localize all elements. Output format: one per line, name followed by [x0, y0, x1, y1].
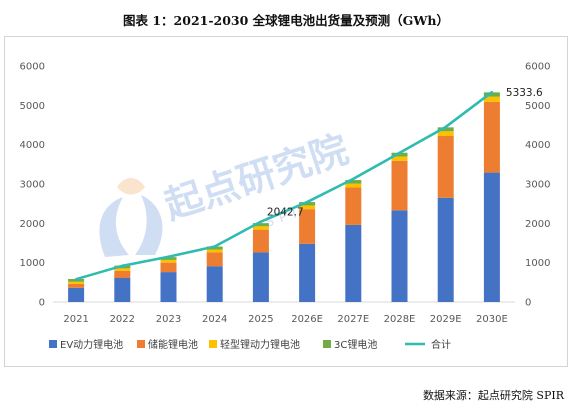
bar-segment [437, 197, 454, 302]
watermark: 起点研究院 SPIR [99, 127, 353, 257]
x-tick-label: 2024 [202, 314, 227, 325]
legend-swatch [209, 340, 217, 348]
x-tick-label: 2025 [248, 314, 273, 325]
bars [68, 92, 500, 302]
bar-segment [483, 92, 500, 97]
total-line-point [213, 245, 216, 248]
total-line-point [121, 264, 124, 268]
bar-segment [206, 249, 223, 253]
total-line-point [167, 255, 170, 258]
bar-segment [252, 226, 269, 230]
bar-segment [68, 287, 85, 302]
y-tick-label-right: 5000 [525, 101, 550, 112]
bar-segment [160, 257, 177, 260]
y-tick-label-left: 4000 [20, 140, 45, 151]
total-line-point [352, 177, 355, 181]
bar-segment [114, 268, 131, 271]
legend-swatch [137, 340, 145, 348]
chart-svg: 起点研究院 SPIR 0 0 1000 1000 2000 2000 3000 3000 400… [20, 62, 551, 352]
watermark-logo-icon [99, 178, 163, 257]
bar-segment [160, 272, 177, 302]
legend-swatch [49, 340, 57, 348]
x-tick-label: 2022 [110, 314, 135, 325]
y-tick-label-right: 0 [525, 298, 531, 309]
bar-segment [299, 205, 316, 210]
legend: EV动力锂电池 储能锂电池 轻型锂动力锂电池 3C锂电池 合计 [49, 338, 451, 351]
total-line-point [74, 277, 78, 281]
x-tick-label: 2027E [337, 314, 369, 325]
total-line [75, 91, 493, 281]
bar-segment [114, 278, 131, 302]
bar-segment [68, 281, 85, 284]
bar-segment [160, 262, 177, 273]
watermark-text: 起点研究院 [159, 127, 353, 228]
x-tick-label: 2029E [430, 314, 462, 325]
y-tick-label-left: 2000 [20, 219, 45, 230]
bar-segment [391, 210, 408, 302]
bar-segment [299, 209, 316, 244]
y-tick-label-right: 3000 [525, 180, 550, 191]
bar-segment [345, 187, 362, 225]
bar-segment [299, 202, 316, 206]
x-tick-label: 2028E [384, 314, 416, 325]
data-labels: 2042.7 5333.6 [267, 87, 543, 218]
chart-frame: 起点研究院 SPIR 0 0 1000 1000 2000 2000 3000 3000 400… [4, 36, 568, 367]
total-line-point [398, 151, 401, 155]
total-line-point [305, 200, 309, 204]
bar-segment [483, 172, 500, 302]
bar-segment [345, 183, 362, 188]
axes: 0 0 1000 1000 2000 2000 3000 3000 4000 4000 5000 50… [20, 62, 551, 326]
legend-label: EV动力锂电池 [60, 338, 123, 351]
x-tick-label: 2021 [63, 314, 88, 325]
total-line-point [444, 125, 447, 129]
chart-title: 图表 1：2021-2030 全球锂电池出货量及预测（GWh） [123, 13, 449, 28]
legend-swatch [323, 340, 331, 348]
legend-label: 轻型锂动力锂电池 [220, 338, 300, 351]
legend-label: 3C锂电池 [334, 338, 377, 351]
bar-segment [206, 252, 223, 267]
bar-segment [252, 252, 269, 302]
total-line-point [490, 91, 494, 94]
bar-segment [206, 266, 223, 302]
total-line-layer [74, 91, 494, 281]
bar-segment [391, 156, 408, 161]
y-tick-label-left: 3000 [20, 180, 45, 191]
y-tick-label-right: 2000 [525, 219, 550, 230]
bar-segment [437, 127, 454, 132]
bar-segment [345, 224, 362, 302]
y-tick-label-left: 1000 [20, 258, 45, 269]
bar-segment [483, 101, 500, 173]
legend-label: 储能锂电池 [148, 338, 198, 351]
x-tick-label: 2030E [476, 314, 508, 325]
bar-segment [68, 283, 85, 288]
y-tick-label-right: 1000 [525, 258, 550, 269]
data-label: 5333.6 [506, 87, 543, 99]
legend-label: 合计 [431, 338, 451, 351]
x-tick-label: 2026E [291, 314, 323, 325]
bar-segment [114, 270, 131, 279]
bar-segment [252, 223, 269, 227]
bar-segment [345, 180, 362, 184]
bar-segment [391, 160, 408, 211]
source-note: 数据来源：起点研究院 SPIR [422, 389, 564, 402]
bar-segment [252, 229, 269, 253]
y-tick-label-left: 6000 [20, 62, 45, 73]
x-tick-label: 2023 [156, 314, 181, 325]
bar-segment [299, 243, 316, 302]
total-line-point [259, 220, 263, 223]
y-tick-label-right: 6000 [525, 62, 550, 73]
y-tick-label-right: 4000 [525, 140, 550, 151]
bar-segment [437, 131, 454, 137]
bar-segment [437, 136, 454, 198]
y-tick-label-left: 0 [39, 298, 45, 309]
bar-segment [483, 96, 500, 102]
bar-segment [391, 152, 408, 157]
bar-segment [160, 259, 177, 263]
y-tick-label-left: 5000 [20, 101, 45, 112]
bar-segment [206, 246, 223, 250]
data-label: 2042.7 [267, 207, 304, 219]
